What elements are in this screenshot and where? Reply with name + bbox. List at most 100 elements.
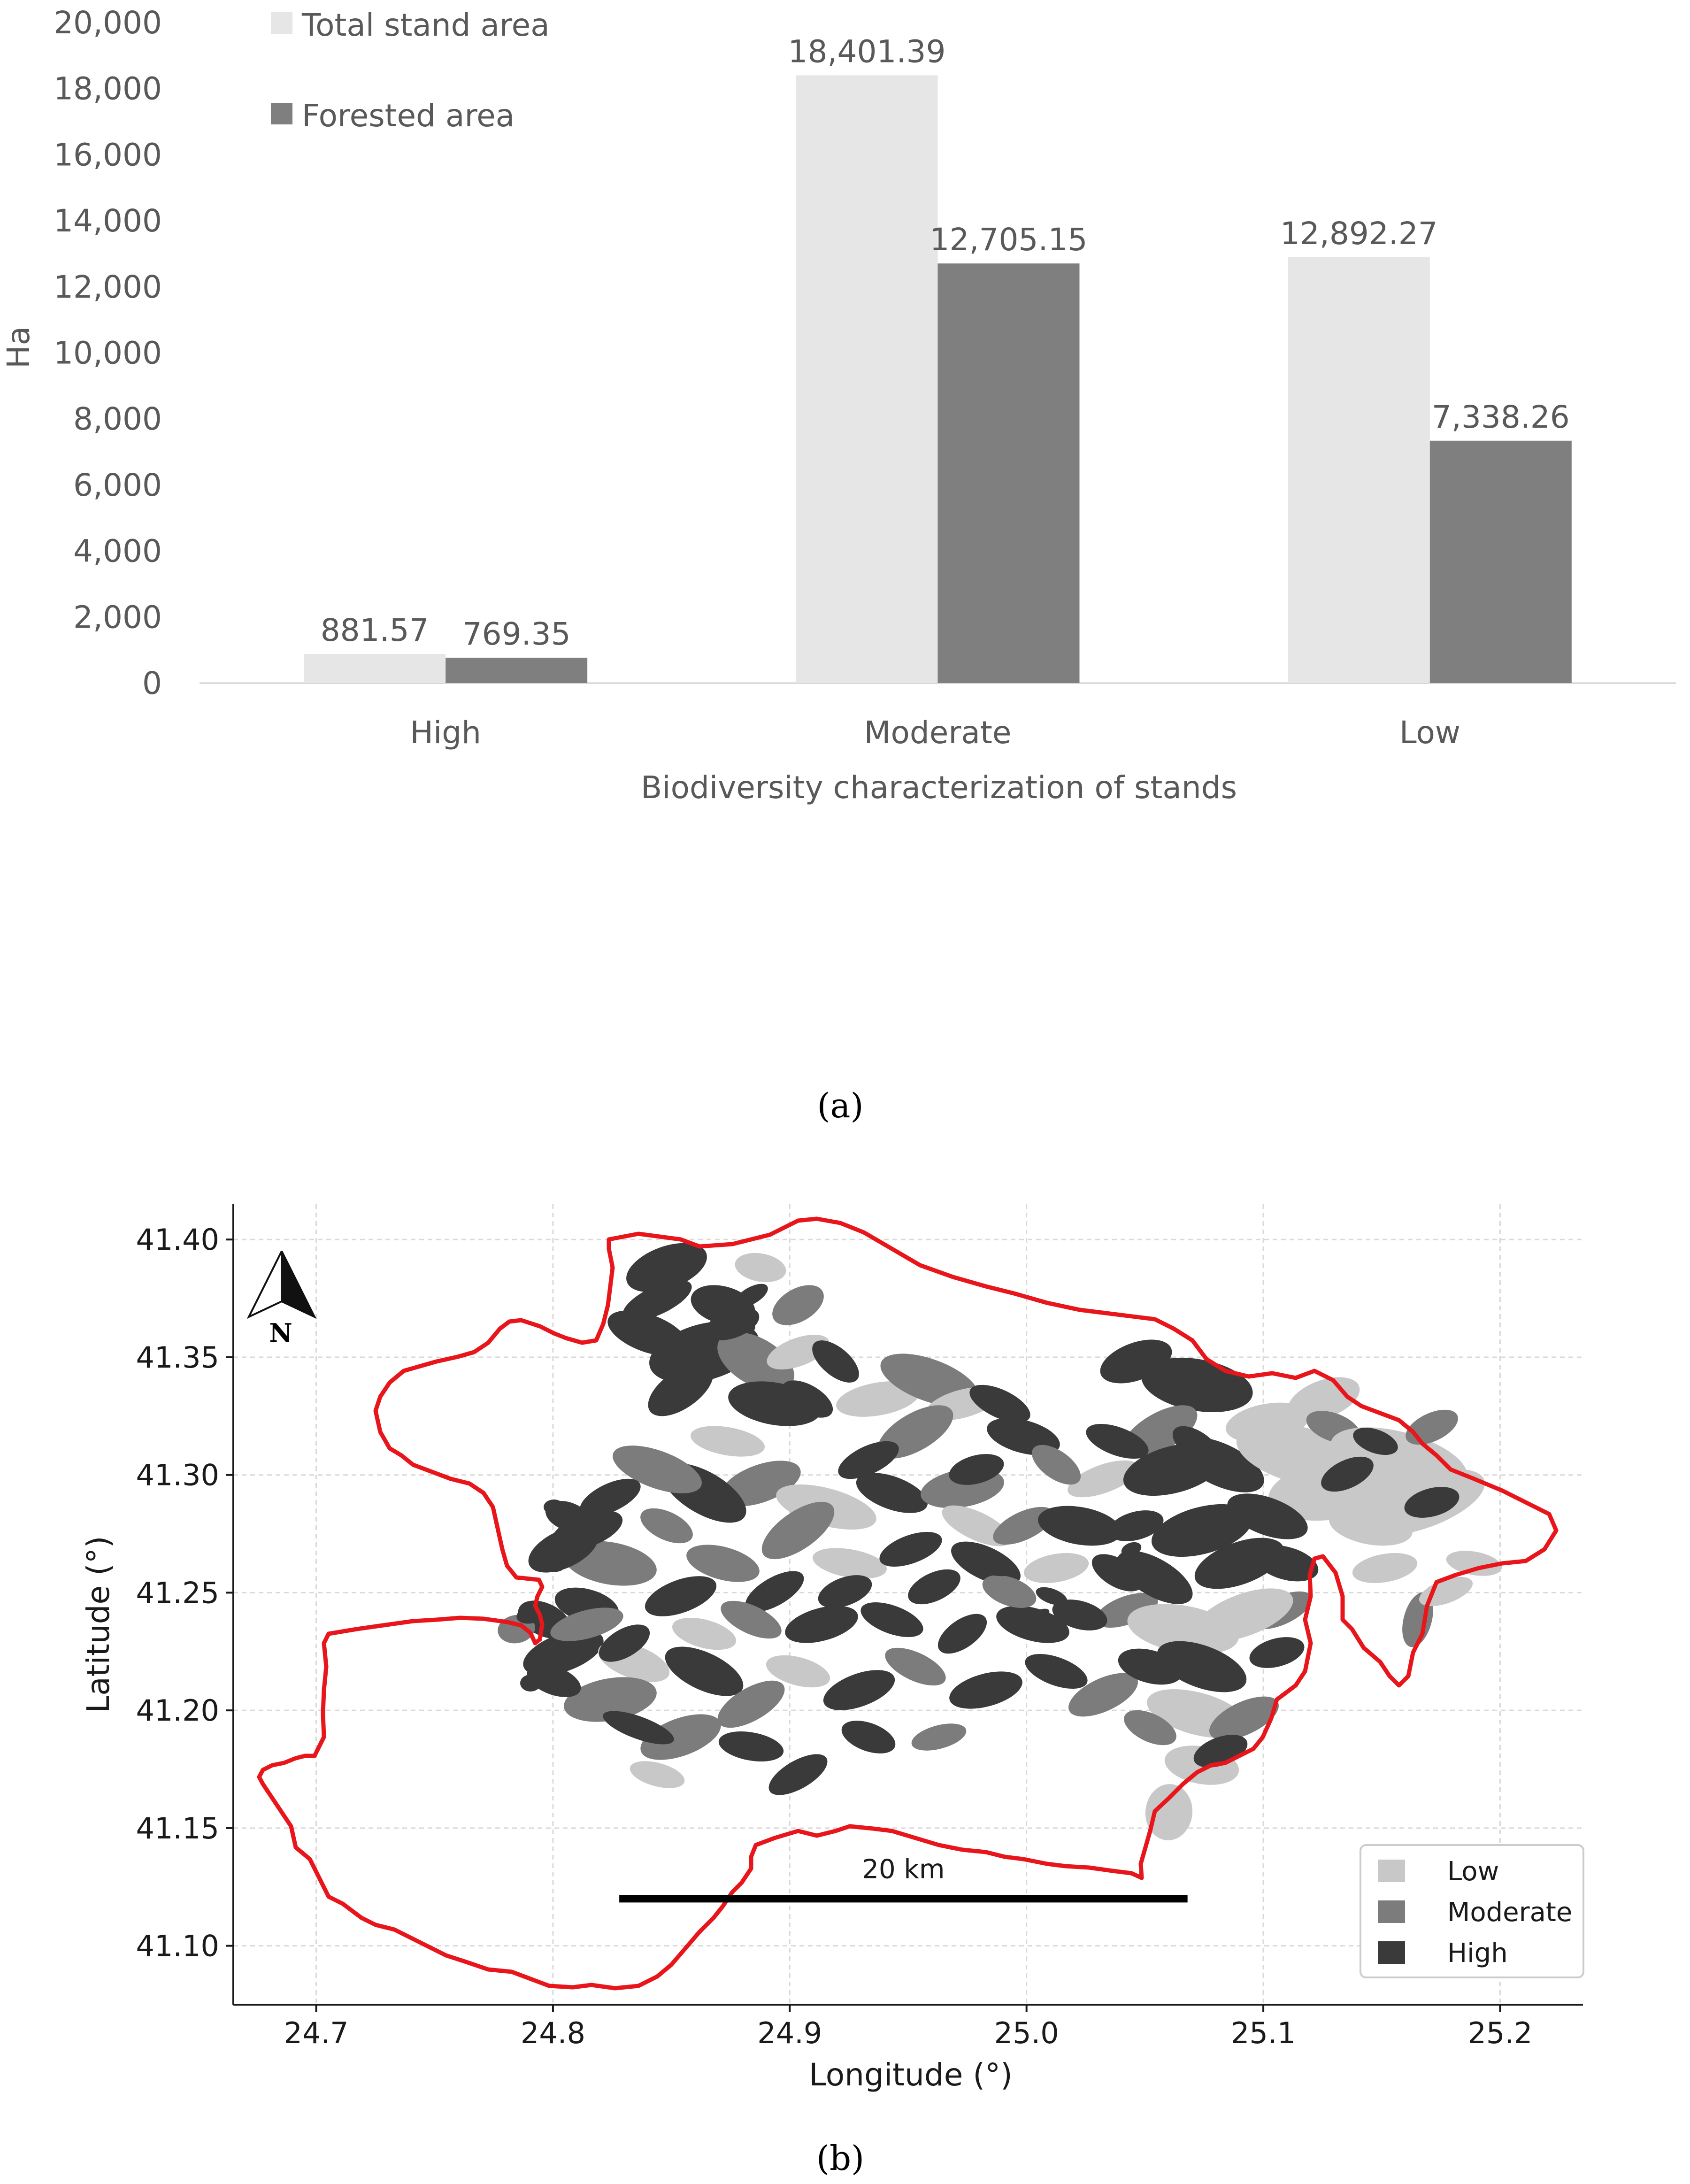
stand-patch bbox=[1329, 1506, 1413, 1546]
stand-patch-high bbox=[542, 1554, 566, 1572]
stand-patch-high bbox=[976, 1560, 1014, 1576]
bar bbox=[937, 263, 1080, 683]
map-legend-swatch bbox=[1378, 1860, 1405, 1882]
stand-patch bbox=[626, 1243, 707, 1292]
y-tick-label: 6,000 bbox=[73, 467, 162, 503]
stand-patch bbox=[766, 1655, 830, 1688]
map-x-tick-label: 25.2 bbox=[1467, 2016, 1532, 2050]
map-y-tick-label: 41.40 bbox=[136, 1223, 220, 1257]
stand-patch bbox=[908, 1569, 960, 1605]
stand-patch bbox=[1321, 1456, 1374, 1492]
stand-patch bbox=[648, 1363, 714, 1416]
stand-patch-high bbox=[728, 1316, 755, 1332]
stand-patch-high bbox=[603, 1711, 674, 1745]
x-axis-category-labels: High Moderate Low bbox=[410, 715, 1460, 751]
y-tick-label: 16,000 bbox=[54, 137, 162, 173]
x-tick-label: High bbox=[410, 715, 481, 751]
map-legend-label: Low bbox=[1447, 1856, 1499, 1887]
map-gridlines bbox=[233, 1204, 1583, 2005]
panel-a-caption: (a) bbox=[817, 1086, 863, 1125]
stand-patch-high bbox=[1036, 1587, 1068, 1606]
map-x-tick-label: 24.8 bbox=[521, 2016, 585, 2050]
map-x-tick-label: 25.0 bbox=[994, 2016, 1059, 2050]
map-x-tick-label: 24.9 bbox=[757, 2016, 822, 2050]
stand-patch bbox=[645, 1576, 717, 1616]
biodiversity-stand-patches bbox=[498, 1243, 1502, 1840]
map-y-tick-label: 41.10 bbox=[136, 1929, 220, 1963]
stand-patch bbox=[527, 1664, 581, 1697]
stand-patch bbox=[720, 1461, 801, 1507]
stand-patch bbox=[1038, 1506, 1122, 1546]
y-tick-label: 0 bbox=[142, 665, 162, 701]
y-tick-label: 10,000 bbox=[54, 335, 162, 371]
stand-patch bbox=[630, 1761, 685, 1788]
map-y-axis-label: Latitude (°) bbox=[80, 1536, 116, 1713]
map-legend-swatch bbox=[1378, 1900, 1405, 1923]
stand-patch bbox=[982, 1575, 1037, 1608]
bar bbox=[1429, 440, 1572, 683]
stand-patch-high bbox=[734, 1284, 768, 1308]
stand-patch bbox=[1157, 1641, 1247, 1692]
y-tick-label: 20,000 bbox=[54, 5, 162, 41]
stand-patch bbox=[1254, 1545, 1319, 1582]
stand-patch bbox=[1095, 1593, 1158, 1628]
map-panel: 24.7 24.8 24.9 25.0 25.1 25.2 41.10 41.15 41.20 4… bbox=[80, 1204, 1584, 2178]
stand-patch bbox=[1117, 1551, 1193, 1604]
stand-patch bbox=[1209, 1696, 1279, 1740]
stand-patch bbox=[937, 1614, 987, 1654]
y-tick-label: 12,000 bbox=[54, 269, 162, 305]
stand-patch bbox=[1172, 1426, 1222, 1466]
stand-patch bbox=[1025, 1654, 1088, 1689]
stand-patch bbox=[550, 1607, 623, 1641]
stand-patch bbox=[1249, 1637, 1305, 1668]
bar bbox=[796, 75, 938, 684]
bar-value-label: 7,338.26 bbox=[1432, 399, 1570, 435]
stand-patch bbox=[580, 1478, 641, 1517]
bar-value-label: 18,401.39 bbox=[788, 33, 946, 69]
stand-patch bbox=[772, 1285, 824, 1325]
x-axis-label: Biodiversity characterization of stands bbox=[641, 769, 1237, 806]
stand-patch bbox=[745, 1571, 804, 1612]
legend-swatch bbox=[271, 103, 292, 124]
stand-patch bbox=[1353, 1427, 1398, 1455]
stand-patch bbox=[721, 1600, 782, 1639]
map-x-axis-label: Longitude (°) bbox=[809, 2057, 1013, 2093]
legend: Total stand area Forested area bbox=[271, 7, 550, 134]
x-tick-label: Low bbox=[1399, 715, 1460, 751]
stand-patch bbox=[838, 1441, 899, 1479]
stand-patch bbox=[613, 1446, 702, 1493]
map-x-tick-label: 24.7 bbox=[284, 2016, 349, 2050]
stand-patch-high bbox=[1019, 1428, 1037, 1445]
y-tick-label: 18,000 bbox=[54, 71, 162, 107]
panel-b-caption: (b) bbox=[816, 2138, 864, 2178]
map-tick-labels: 24.7 24.8 24.9 25.0 25.1 25.2 41.10 41.15 41.20 4… bbox=[136, 1223, 1533, 2050]
study-area-boundary bbox=[257, 1216, 1559, 1991]
bars: 881.57 769.35 18,401.39 12,705.15 12,892.27 7… bbox=[304, 33, 1572, 684]
stand-patch bbox=[1031, 1445, 1081, 1485]
map-y-tick-label: 41.25 bbox=[136, 1576, 220, 1610]
bar-value-label: 12,892.27 bbox=[1280, 215, 1438, 252]
stand-patch bbox=[949, 1454, 1004, 1485]
y-tick-label: 8,000 bbox=[73, 401, 162, 437]
north-arrow-icon bbox=[281, 1251, 317, 1319]
stand-patch bbox=[640, 1714, 721, 1760]
y-tick-label: 2,000 bbox=[73, 599, 162, 635]
x-tick-label: Moderate bbox=[864, 715, 1012, 751]
stand-patch bbox=[1108, 1510, 1164, 1541]
stand-patch bbox=[768, 1754, 828, 1795]
scale-bar-label: 20 km bbox=[862, 1854, 945, 1884]
bar-value-label: 12,705.15 bbox=[930, 222, 1088, 258]
stand-patch-high bbox=[1002, 1618, 1026, 1630]
legend-swatch bbox=[271, 12, 292, 34]
stand-patch bbox=[523, 1630, 604, 1676]
stand-patch bbox=[1052, 1600, 1107, 1630]
stand-patch bbox=[1446, 1551, 1502, 1576]
north-label: N bbox=[269, 1318, 292, 1348]
stand-patch bbox=[911, 1723, 967, 1751]
stand-patch bbox=[836, 1381, 920, 1417]
stand-patch bbox=[949, 1671, 1022, 1709]
y-axis-ticks: 0 2,000 4,000 6,000 8,000 10,000 12,000 14,000 1… bbox=[54, 5, 162, 701]
stand-patch bbox=[860, 1602, 923, 1637]
bar bbox=[446, 657, 588, 683]
